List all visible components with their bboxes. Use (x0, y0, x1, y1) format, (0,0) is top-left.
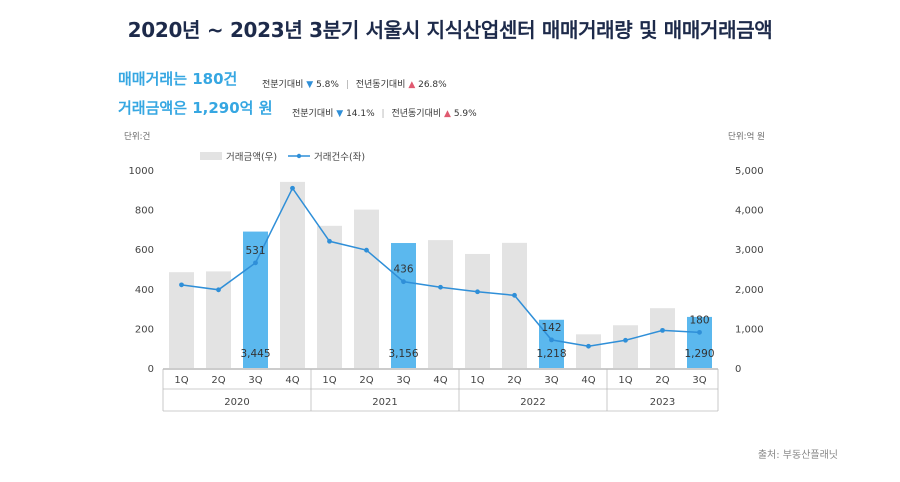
quarter-label: 4Q (581, 375, 595, 386)
up-triangle-icon: ▲ (408, 80, 416, 90)
volume-qoq-value: 5.8% (316, 80, 339, 90)
right-tick-label: 1,000 (735, 324, 764, 335)
right-tick-label: 5,000 (735, 166, 764, 177)
legend-line-marker (296, 153, 302, 159)
year-label: 2023 (650, 397, 675, 408)
highlight-bar (539, 319, 564, 368)
legend-bar-swatch (200, 152, 222, 160)
left-tick-label: 200 (135, 324, 154, 335)
line-point (253, 260, 258, 266)
line-value-label: 436 (393, 264, 413, 276)
source-note: 출처: 부동산플래닛 (757, 450, 838, 461)
bar-value-label: 1,290 (684, 348, 714, 360)
left-axis-unit: 단위:건 (124, 132, 151, 142)
quarter-label: 2Q (359, 375, 373, 386)
amount-yoy-label: 전년동기대비 (391, 109, 442, 119)
amount-qoq-value: 14.1% (346, 109, 375, 119)
legend-label: 거래금액(우) (226, 151, 277, 163)
year-label: 2020 (224, 397, 249, 408)
quarter-label: 1Q (618, 375, 632, 386)
line-point (586, 343, 591, 349)
bar (206, 271, 231, 368)
left-tick-label: 1000 (129, 166, 154, 177)
volume-yoy-label: 전년동기대비 (355, 80, 406, 90)
amount-headline: 거래금액은 1,290억 원 (118, 99, 273, 117)
line-point (179, 282, 184, 288)
line-point (512, 292, 517, 298)
right-tick-label: 4,000 (735, 206, 764, 217)
bar (650, 308, 675, 368)
bar (354, 209, 379, 368)
up-triangle-icon: ▲ (444, 109, 451, 119)
line-point (549, 337, 554, 343)
line-point (438, 284, 443, 290)
bar-value-label: 1,218 (536, 348, 566, 360)
bar (428, 240, 453, 368)
left-tick-label: 800 (135, 206, 154, 217)
bar-value-label: 3,445 (240, 348, 270, 360)
quarter-label: 3Q (248, 375, 262, 386)
bar (465, 253, 490, 368)
line-value-label: 142 (541, 322, 561, 334)
bar (280, 181, 305, 368)
amount-qoq-label: 전분기대비 (292, 109, 334, 119)
highlight-bar (391, 243, 416, 368)
quarter-label: 1Q (322, 375, 336, 386)
quarter-label: 1Q (174, 375, 188, 386)
divider: | (381, 109, 385, 119)
line-value-label: 531 (245, 245, 265, 257)
volume-headline: 매매거래는 180건 (118, 70, 238, 88)
line-value-label: 180 (689, 314, 709, 326)
bar (613, 325, 638, 368)
line-point (401, 279, 406, 285)
page-title: 2020년 ~ 2023년 3분기 서울시 지식산업센터 매매거래량 및 매매거… (127, 18, 773, 42)
amount-change-stats: 전분기대비 ▼ 14.1% | 전년동기대비 ▲ 5.9% (292, 106, 477, 119)
quarter-label: 2Q (655, 375, 669, 386)
line-point (697, 329, 702, 335)
bar (169, 272, 194, 368)
quarter-label: 3Q (692, 375, 706, 386)
down-triangle-icon: ▼ (306, 80, 314, 90)
line-point (364, 247, 369, 253)
left-tick-label: 400 (135, 285, 154, 296)
volume-yoy-value: 26.8% (418, 80, 447, 90)
quarter-label: 4Q (285, 375, 299, 386)
line-point (475, 289, 480, 295)
line-point (623, 337, 628, 343)
left-tick-label: 600 (135, 245, 154, 256)
highlight-bar (687, 316, 712, 368)
quarter-label: 2Q (211, 375, 225, 386)
quarter-label: 3Q (396, 375, 410, 386)
highlight-bar (243, 231, 268, 368)
right-tick-label: 0 (735, 364, 741, 375)
bar (317, 225, 342, 368)
year-label: 2021 (372, 397, 397, 408)
quarter-label: 2Q (507, 375, 521, 386)
divider: | (345, 80, 349, 90)
amount-yoy-value: 5.9% (453, 109, 477, 119)
legend-label: 거래건수(좌) (314, 152, 365, 163)
quarter-label: 4Q (433, 375, 447, 386)
right-tick-label: 3,000 (735, 245, 764, 256)
year-label: 2022 (520, 397, 545, 408)
right-axis-unit: 단위:억 원 (728, 132, 765, 142)
line-point (327, 238, 332, 244)
volume-change-stats: 전분기대비 ▼ 5.8% | 전년동기대비 ▲ 26.8% (262, 77, 447, 90)
right-tick-label: 2,000 (735, 285, 764, 296)
left-tick-label: 0 (148, 364, 154, 375)
volume-qoq-label: 전분기대비 (262, 80, 304, 90)
bar-value-label: 3,156 (388, 348, 418, 360)
quarter-label: 1Q (470, 375, 484, 386)
down-triangle-icon: ▼ (336, 109, 344, 119)
line-point (290, 185, 295, 191)
bar (576, 334, 601, 368)
line-point (216, 287, 221, 293)
quarter-label: 3Q (544, 375, 558, 386)
line-point (660, 327, 665, 333)
